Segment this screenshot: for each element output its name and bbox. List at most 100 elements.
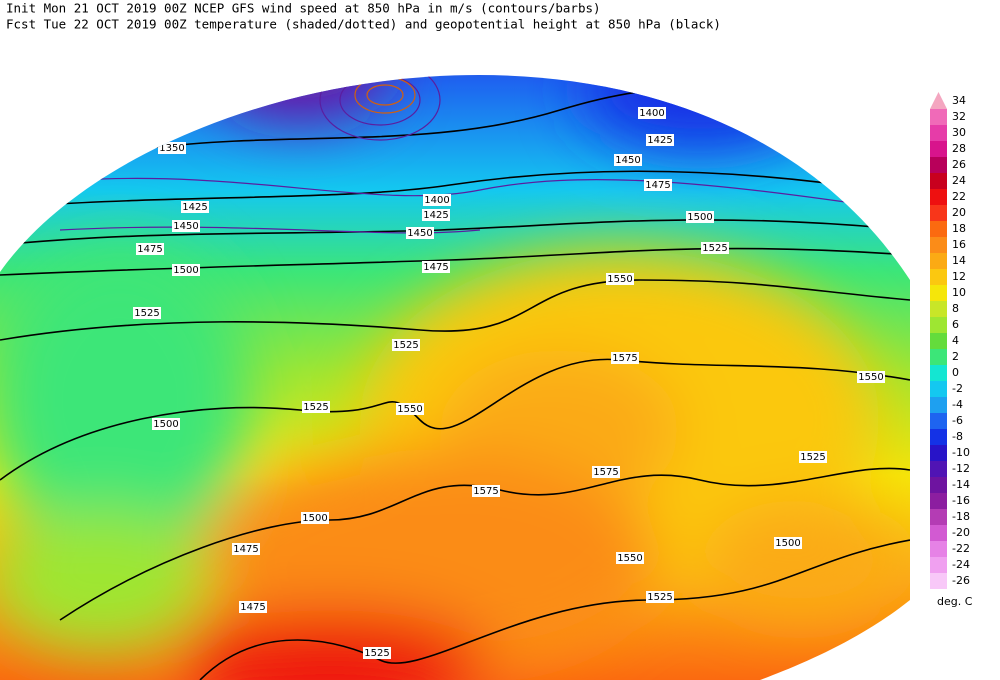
height-label: 1500 — [687, 212, 712, 223]
colorbar-box — [930, 221, 947, 237]
colorbar-box — [930, 125, 947, 141]
colorbar-label: -16 — [952, 494, 970, 507]
height-label-bg — [646, 591, 674, 603]
colorbar-triangle — [930, 92, 947, 109]
colorbar-box — [930, 445, 947, 461]
height-label-bg — [406, 227, 434, 239]
height-label-bg — [592, 466, 620, 478]
colorbar-label: -4 — [952, 398, 963, 411]
colorbar-unit: deg. C — [937, 595, 973, 608]
height-label: 1360 — [610, 45, 635, 56]
colorbar-label: 16 — [952, 238, 966, 251]
height-label: 1475 — [423, 262, 448, 273]
colorbar-box — [930, 317, 947, 333]
colorbar-label: -18 — [952, 510, 970, 523]
height-label-bg — [232, 543, 260, 555]
height-label: 1450 — [407, 228, 432, 239]
height-label-bg — [301, 512, 329, 524]
colorbar-label: -10 — [952, 446, 970, 459]
height-label: 1500 — [775, 538, 800, 549]
colorbar-box — [930, 237, 947, 253]
colorbar-box — [930, 205, 947, 221]
colorbar-label: 30 — [952, 126, 966, 139]
height-label-bg — [396, 403, 424, 415]
colorbar-label: -8 — [952, 430, 963, 443]
height-label-bg — [701, 242, 729, 254]
colorbar-label: -20 — [952, 526, 970, 539]
header-line-1: Init Mon 21 OCT 2019 00Z NCEP GFS wind s… — [6, 1, 601, 16]
colorbar-box — [930, 461, 947, 477]
height-label-bg — [158, 142, 186, 154]
height-label: 1475 — [645, 180, 670, 191]
height-label-bg — [644, 179, 672, 191]
height-label: 1500 — [302, 513, 327, 524]
colorbar-box — [930, 557, 947, 573]
height-label: 1575 — [612, 353, 637, 364]
height-label: 1525 — [702, 243, 727, 254]
colorbar-box — [930, 301, 947, 317]
height-label: 1425 — [182, 202, 207, 213]
height-label: 1525 — [303, 402, 328, 413]
colorbar-label: 2 — [952, 350, 959, 363]
colorbar-label: 10 — [952, 286, 966, 299]
colorbar-box — [930, 349, 947, 365]
height-label-bg — [133, 307, 161, 319]
height-label-bg — [423, 194, 451, 206]
colorbar-label: 0 — [952, 366, 959, 379]
height-label-bg — [172, 220, 200, 232]
height-label-bg — [472, 485, 500, 497]
height-label: 1550 — [617, 553, 642, 564]
height-label-bg — [392, 339, 420, 351]
height-label-bg — [302, 401, 330, 413]
height-label-bg — [181, 201, 209, 213]
colorbar-label: 26 — [952, 158, 966, 171]
height-label: 1525 — [134, 308, 159, 319]
colorbar-box — [930, 253, 947, 269]
colorbar-label: 34 — [952, 94, 966, 107]
colorbar-label: -24 — [952, 558, 970, 571]
colorbar-box — [930, 189, 947, 205]
height-label: 1425 — [647, 135, 672, 146]
height-label: 1375 — [645, 73, 670, 84]
height-label-bg — [422, 261, 450, 273]
colorbar-box — [930, 109, 947, 125]
colorbar-box — [930, 381, 947, 397]
height-label: 1525 — [647, 592, 672, 603]
colorbar-box — [930, 397, 947, 413]
colorbar-box — [930, 429, 947, 445]
colorbar-label: -12 — [952, 462, 970, 475]
colorbar-box — [930, 541, 947, 557]
height-label-bg — [606, 273, 634, 285]
height-label-bg — [857, 371, 885, 383]
colorbar-label: 22 — [952, 190, 966, 203]
height-label: 1525 — [800, 452, 825, 463]
height-label: 1500 — [173, 265, 198, 276]
colorbar-label: -22 — [952, 542, 970, 555]
height-label: 1525 — [364, 648, 389, 659]
height-label-bg — [611, 352, 639, 364]
height-label-bg — [239, 601, 267, 613]
height-label-bg — [616, 552, 644, 564]
height-label-bg — [614, 154, 642, 166]
height-label-bg — [609, 44, 637, 56]
colorbar-label: 24 — [952, 174, 966, 187]
height-label-bg — [152, 418, 180, 430]
colorbar: 3432302826242220181614121086420-2-4-6-8-… — [930, 92, 970, 589]
colorbar-box — [930, 269, 947, 285]
colorbar-box — [930, 173, 947, 189]
height-label-bg — [363, 647, 391, 659]
height-label: 1575 — [473, 486, 498, 497]
height-label: 1400 — [424, 195, 449, 206]
colorbar-label: 8 — [952, 302, 959, 315]
height-label-bg — [644, 75, 672, 84]
colorbar-box — [930, 365, 947, 381]
colorbar-label: -6 — [952, 414, 963, 427]
height-label-bg — [422, 209, 450, 221]
height-label: 1450 — [173, 221, 198, 232]
height-label-bg — [172, 264, 200, 276]
height-label: 1450 — [615, 155, 640, 166]
colorbar-box — [930, 285, 947, 301]
header-line-2: Fcst Tue 22 OCT 2019 00Z temperature (sh… — [6, 17, 721, 32]
height-label: 1475 — [233, 544, 258, 555]
